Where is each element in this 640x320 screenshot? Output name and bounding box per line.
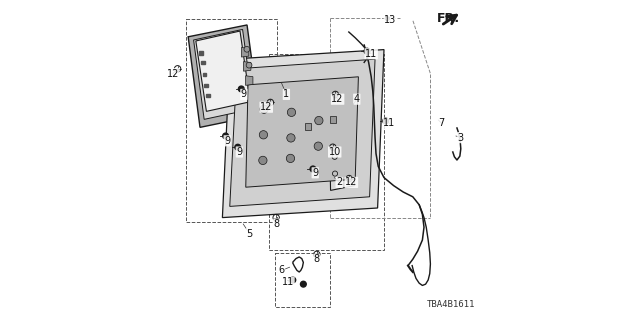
Bar xyxy=(275,253,330,307)
Text: 12: 12 xyxy=(166,68,179,79)
Text: 12: 12 xyxy=(345,177,358,188)
Text: 2: 2 xyxy=(336,177,342,188)
Polygon shape xyxy=(193,29,253,119)
Bar xyxy=(269,54,384,250)
Polygon shape xyxy=(223,50,384,218)
Circle shape xyxy=(286,154,294,163)
Bar xyxy=(204,84,208,87)
Text: 13: 13 xyxy=(384,15,397,25)
Circle shape xyxy=(244,46,250,52)
Text: 11: 11 xyxy=(365,49,378,59)
Bar xyxy=(330,116,337,123)
Circle shape xyxy=(287,134,295,142)
Polygon shape xyxy=(246,77,358,187)
Polygon shape xyxy=(244,61,251,71)
Circle shape xyxy=(259,131,268,139)
Text: 4: 4 xyxy=(354,94,360,104)
Text: 9: 9 xyxy=(312,168,318,178)
Bar xyxy=(186,19,276,222)
Circle shape xyxy=(287,108,296,116)
Circle shape xyxy=(260,105,268,113)
Text: 10: 10 xyxy=(328,147,341,157)
Text: 12: 12 xyxy=(332,94,344,104)
Text: 11: 11 xyxy=(282,277,294,287)
Text: 7: 7 xyxy=(438,118,445,128)
Bar xyxy=(305,123,311,130)
Polygon shape xyxy=(230,59,375,206)
Text: 12: 12 xyxy=(260,102,273,112)
Text: 8: 8 xyxy=(274,219,280,229)
Polygon shape xyxy=(241,47,249,57)
Text: 9: 9 xyxy=(224,136,230,146)
Text: FR.: FR. xyxy=(437,12,460,25)
Circle shape xyxy=(259,156,267,164)
Circle shape xyxy=(301,281,307,287)
Polygon shape xyxy=(246,76,253,85)
Polygon shape xyxy=(188,25,259,127)
Text: 6: 6 xyxy=(278,265,285,276)
Bar xyxy=(202,73,206,76)
Circle shape xyxy=(235,144,241,150)
Text: TBA4B1611: TBA4B1611 xyxy=(427,300,475,309)
Circle shape xyxy=(238,86,244,92)
Text: 5: 5 xyxy=(246,228,253,239)
Polygon shape xyxy=(330,138,355,190)
Circle shape xyxy=(310,166,316,172)
Circle shape xyxy=(314,142,323,150)
Text: 9: 9 xyxy=(241,89,247,100)
Text: 9: 9 xyxy=(236,147,243,157)
Bar xyxy=(201,61,205,64)
Bar xyxy=(205,94,209,97)
Circle shape xyxy=(383,118,388,124)
Text: 8: 8 xyxy=(314,254,320,264)
Circle shape xyxy=(246,62,252,68)
Bar xyxy=(199,52,203,55)
Circle shape xyxy=(290,277,296,283)
Text: 1: 1 xyxy=(284,89,289,100)
Circle shape xyxy=(315,116,323,125)
Text: 3: 3 xyxy=(458,132,464,143)
Text: 11: 11 xyxy=(383,118,396,128)
Circle shape xyxy=(223,133,228,139)
Circle shape xyxy=(364,48,370,54)
Polygon shape xyxy=(196,31,250,111)
